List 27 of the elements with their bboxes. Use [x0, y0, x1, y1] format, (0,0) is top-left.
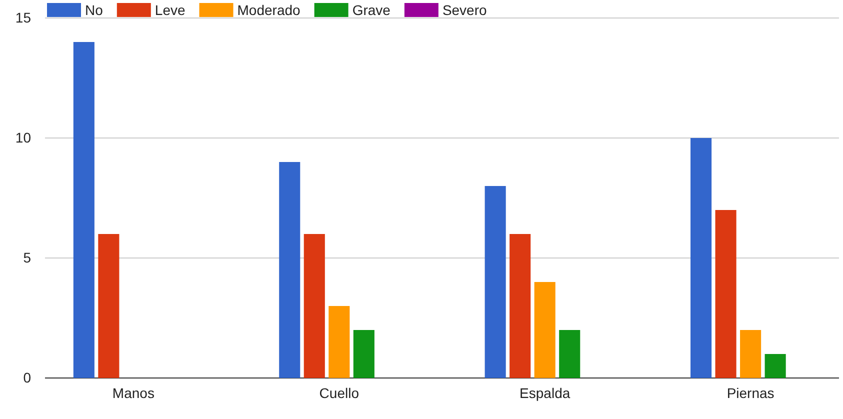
- x-tick-label: Cuello: [319, 384, 360, 401]
- bar: [328, 306, 350, 378]
- bar: [740, 330, 762, 378]
- bar: [715, 210, 736, 378]
- bar: [510, 234, 531, 378]
- y-tick-label: 10: [15, 129, 32, 146]
- y-tick-label: 15: [15, 9, 32, 26]
- bar: [764, 354, 786, 378]
- bar: [98, 234, 120, 378]
- bar: [690, 138, 712, 378]
- legend-label: Moderado: [237, 2, 301, 18]
- x-tick-label: Manos: [112, 384, 154, 401]
- bar: [534, 282, 556, 378]
- legend-label: No: [85, 2, 104, 18]
- legend-label: Severo: [442, 2, 488, 18]
- y-tick-label: 5: [23, 249, 32, 266]
- bar: [279, 162, 300, 378]
- y-tick-label: 0: [23, 369, 32, 386]
- bar: [304, 234, 325, 378]
- bar: [559, 330, 580, 378]
- x-tick-label: Espalda: [520, 384, 570, 401]
- legend-label: Grave: [352, 2, 391, 18]
- bar: [484, 186, 506, 378]
- legend-label: Leve: [154, 2, 186, 18]
- bar: [73, 42, 94, 378]
- bar: [353, 330, 374, 378]
- x-tick-label: Piernas: [726, 384, 774, 401]
